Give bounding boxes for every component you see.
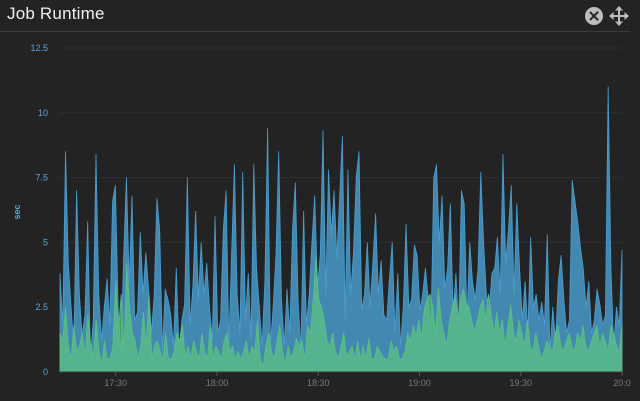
y-axis-label: sec: [12, 204, 22, 219]
y-tick-label: 10: [38, 108, 48, 118]
series-area-blue: [59, 86, 623, 373]
y-tick-label: 5: [43, 237, 48, 247]
title-divider: [0, 31, 630, 32]
y-tick-label: 2.5: [35, 302, 48, 312]
x-tick-label: 18:00: [206, 378, 229, 388]
x-tick-label: 20:0: [613, 378, 631, 388]
series-area-green: [59, 257, 623, 373]
x-tick-label: 17:30: [104, 378, 127, 388]
close-icon[interactable]: [585, 7, 603, 25]
y-tick-label: 0: [43, 367, 48, 377]
x-tick-label: 19:30: [509, 378, 532, 388]
move-icon[interactable]: [609, 6, 629, 26]
y-tick-label: 12.5: [30, 43, 48, 53]
chart-series: [59, 86, 623, 373]
x-tick-label: 19:00: [408, 378, 431, 388]
chart-axes: 0 2.5 5 7.5 10 12.5 17:30 18:00 18:30 19:00 19:30 2…: [30, 43, 630, 388]
y-tick-label: 7.5: [35, 173, 48, 183]
widget-title: Job Runtime: [7, 4, 105, 23]
x-tick-label: 18:30: [307, 378, 330, 388]
